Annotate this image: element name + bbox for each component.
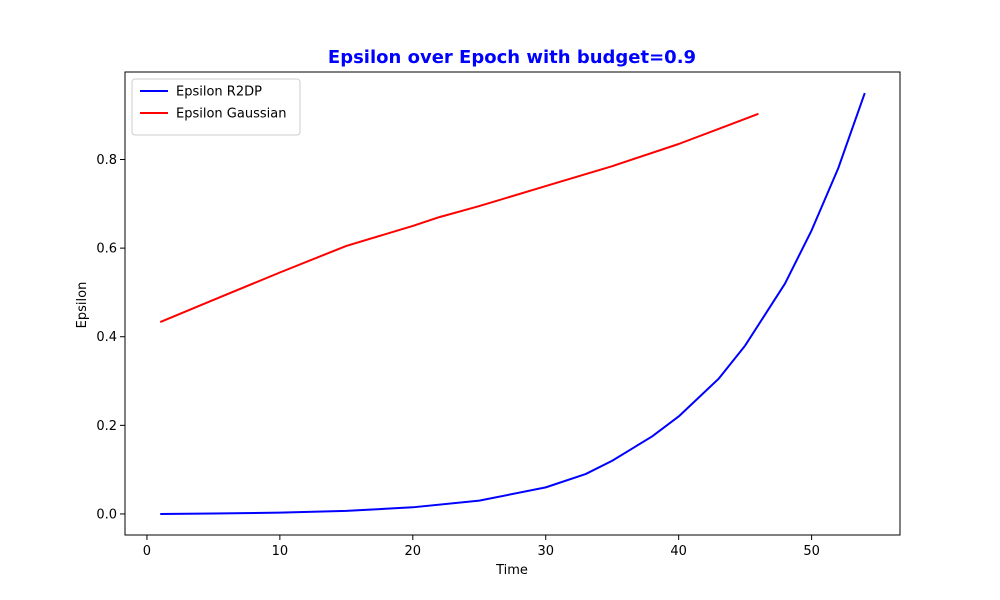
y-tick-label: 0.2: [96, 419, 117, 434]
x-tick-label: 40: [670, 544, 687, 559]
x-tick-label: 0: [143, 544, 151, 559]
series-line-1: [159, 112, 759, 324]
axes: 0 10 20 30 40 50 0.0 0.2 0.4 0.6 0.8: [96, 71, 901, 559]
legend-label-1: Epsilon Gaussian: [176, 107, 286, 122]
chart-title: Epsilon over Epoch with budget=0.9: [328, 47, 696, 68]
legend-box: [131, 78, 301, 136]
x-tick-label: 10: [272, 544, 289, 559]
legend-label-0: Epsilon R2DP: [176, 85, 262, 100]
y-tick-label: 0.8: [96, 153, 117, 168]
y-tick-label: 0.6: [96, 242, 117, 257]
x-tick-label: 30: [537, 544, 554, 559]
y-tick-label: 0.4: [96, 330, 117, 345]
series-line-0: [160, 92, 866, 515]
y-tick-label: 0.0: [96, 507, 117, 522]
x-tick-label: 50: [803, 544, 820, 559]
y-axis-label: Epsilon: [75, 282, 90, 329]
x-tick-label: 20: [405, 544, 422, 559]
legend: Epsilon R2DP Epsilon Gaussian: [131, 78, 301, 136]
x-axis-label: Time: [495, 563, 528, 578]
plot-area: [159, 92, 866, 515]
plot-frame: [124, 71, 901, 536]
